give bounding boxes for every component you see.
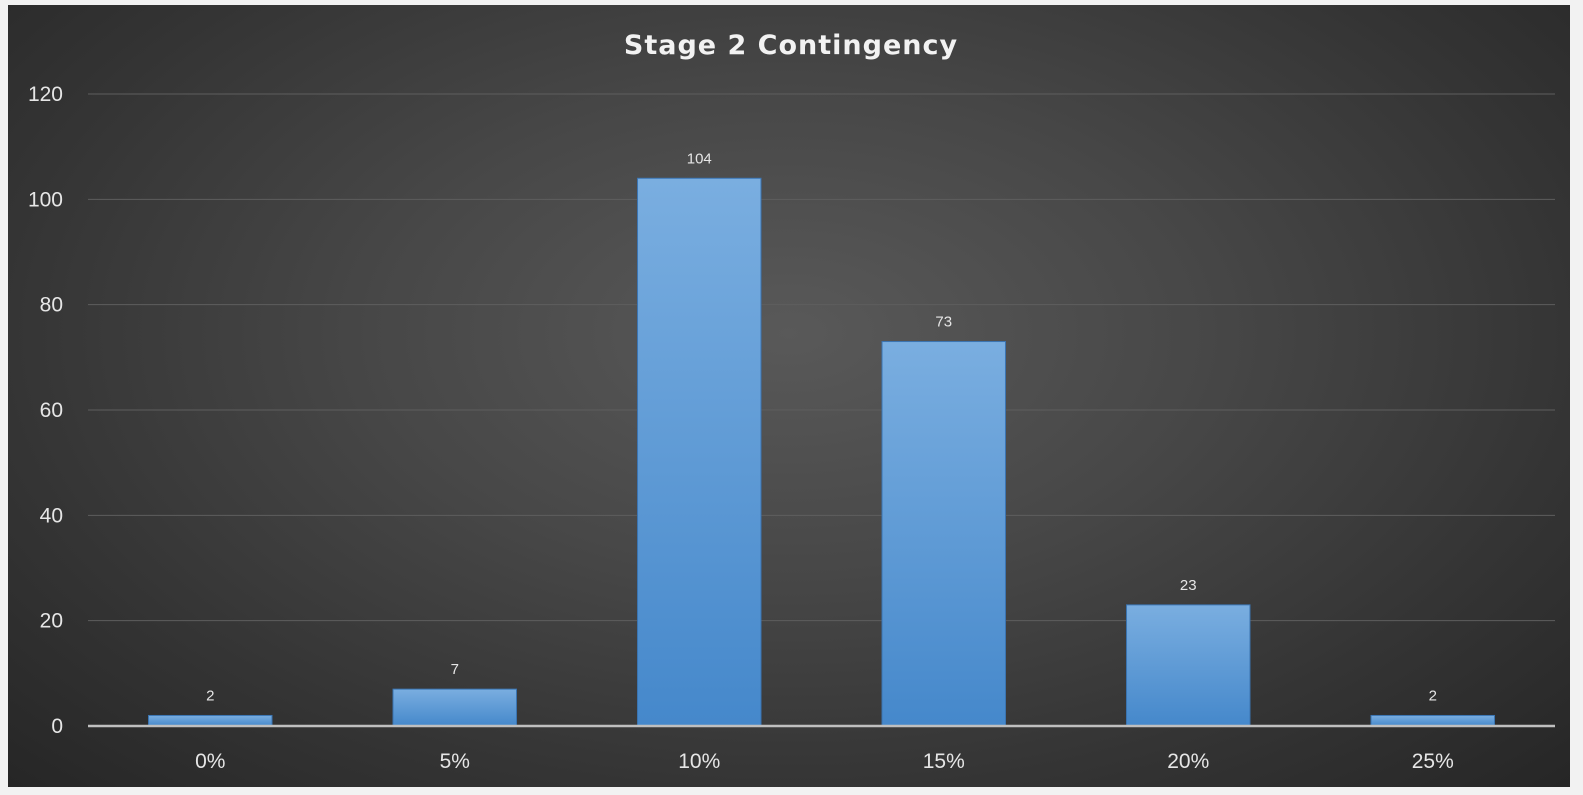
x-tick-label: 15%	[923, 750, 965, 773]
data-label: 23	[1180, 577, 1197, 594]
bar	[1370, 714, 1495, 727]
y-tick-label: 80	[40, 294, 63, 317]
x-tick-label: 20%	[1167, 750, 1209, 773]
y-tick-label: 100	[28, 188, 63, 211]
y-tick-label: 40	[40, 504, 63, 527]
chart-title: Stage 2 Contingency	[624, 30, 958, 61]
bar	[1126, 604, 1251, 727]
data-label: 2	[206, 687, 214, 704]
chart-frame: Stage 2 Contingency 0 20 40 60 80 100 120 0% 5%…	[8, 5, 1570, 787]
bars	[148, 177, 1495, 727]
x-tick-label: 10%	[678, 750, 720, 773]
x-tick-label: 5%	[440, 750, 470, 773]
y-tick-label: 0	[51, 715, 63, 738]
bar	[637, 177, 762, 727]
x-tick-label: 0%	[195, 750, 225, 773]
data-label: 104	[687, 150, 712, 167]
y-axis-ticks: 0 20 40 60 80 100 120	[28, 83, 63, 738]
data-label: 73	[935, 314, 952, 331]
y-tick-label: 120	[28, 83, 63, 106]
bar	[392, 688, 517, 727]
bar-chart: Stage 2 Contingency 0 20 40 60 80 100 120 0% 5%…	[28, 30, 1555, 773]
bar	[881, 341, 1006, 727]
gridlines	[88, 93, 1555, 622]
data-label: 7	[451, 661, 459, 678]
y-tick-label: 60	[40, 399, 63, 422]
data-labels: 2 7 104 73 23 2	[206, 150, 1437, 704]
x-axis-ticks: 0% 5% 10% 15% 20% 25%	[195, 750, 1454, 773]
data-label: 2	[1429, 687, 1437, 704]
bar	[148, 714, 273, 727]
y-tick-label: 20	[40, 610, 63, 633]
x-tick-label: 25%	[1412, 750, 1454, 773]
